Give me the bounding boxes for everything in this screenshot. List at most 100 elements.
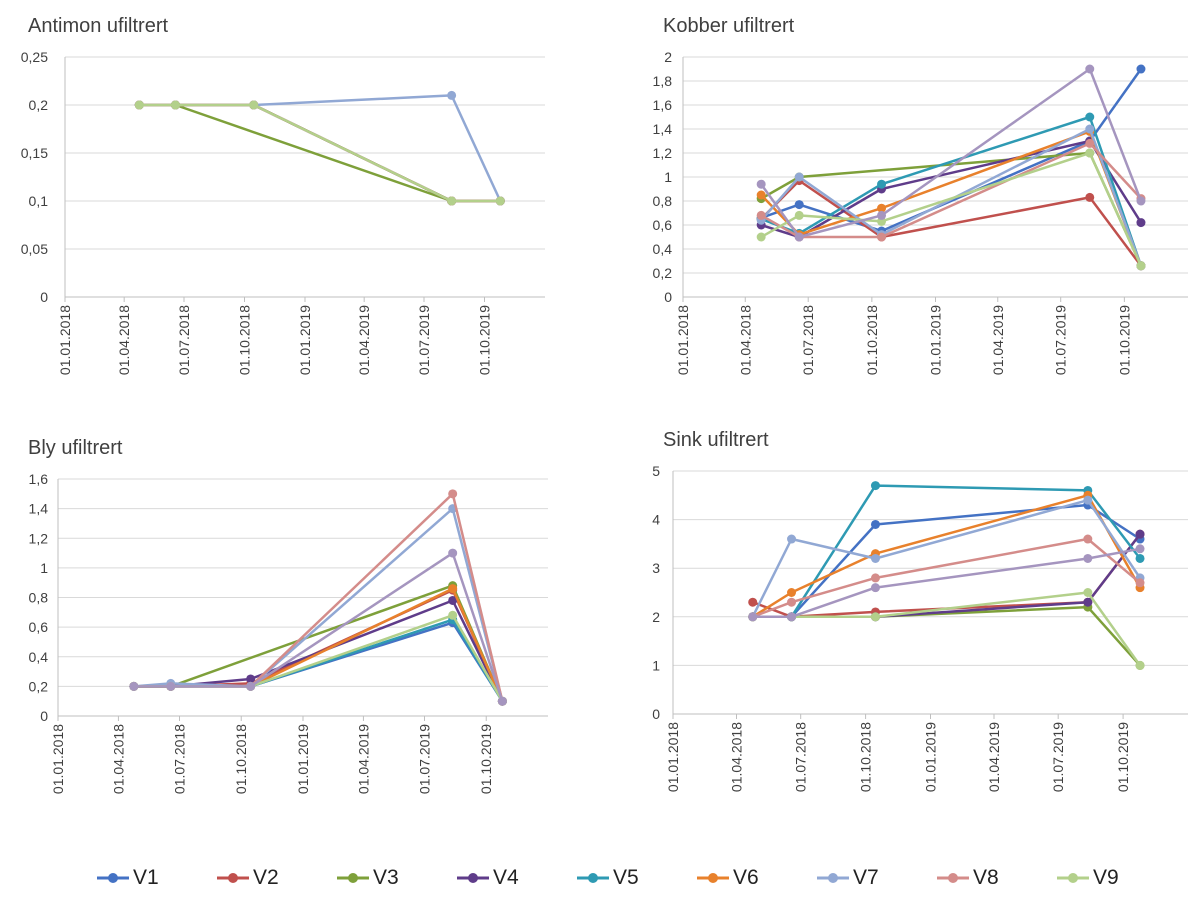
legend-item-v5: V5 [575, 858, 639, 898]
y-tick-label-3-6: 1,2 [29, 530, 49, 546]
legend-swatch-v2 [217, 873, 249, 883]
chart-title-1: Antimon ufiltrert [28, 15, 168, 37]
legend-swatch-v7 [817, 873, 849, 883]
data-point-2-v4-4 [1136, 218, 1146, 228]
data-point-2-extra-4 [1136, 196, 1146, 206]
x-tick-label-3-1: 01.04.2018 [110, 724, 126, 794]
data-point-2-v7-3 [1085, 124, 1095, 134]
series-line-3-v5 [133, 618, 504, 702]
data-point-3-v6-3 [448, 584, 458, 594]
x-tick-label-1-2: 01.07.2018 [176, 305, 192, 375]
data-point-2-v9-3 [1085, 148, 1095, 158]
y-tick-label-2-6: 1,2 [653, 145, 673, 161]
legend-label-v3: V3 [373, 866, 399, 889]
x-tick-label-4-6: 01.07.2019 [1050, 722, 1066, 792]
data-point-4-v8-1 [787, 597, 797, 607]
y-tick-label-4-4: 4 [652, 512, 660, 528]
legend-label-v2: V2 [253, 866, 279, 889]
legend-label-v8: V8 [973, 866, 999, 889]
data-point-3-extra-3 [448, 548, 458, 558]
series-line-4-v6 [752, 494, 1142, 618]
data-point-4-v9-3 [1083, 588, 1093, 597]
x-tick-label-3-6: 01.07.2019 [416, 724, 432, 794]
y-tick-label-3-8: 1,6 [29, 471, 49, 487]
data-point-4-v6-1 [787, 588, 797, 597]
data-point-2-v5-3 [1085, 112, 1095, 122]
y-tick-label-4-2: 2 [652, 609, 660, 625]
data-point-4-v8-2 [870, 573, 880, 583]
x-tick-label-2-2: 01.07.2018 [800, 305, 816, 375]
y-tick-label-1-0: 0 [40, 289, 48, 305]
y-tick-label-4-3: 3 [652, 560, 660, 576]
data-point-4-extra-1 [787, 612, 797, 622]
legend-swatch-v3 [337, 873, 369, 883]
x-tick-label-4-7: 01.10.2019 [1115, 722, 1131, 792]
data-point-3-extra-1 [166, 681, 176, 691]
x-tick-label-2-3: 01.10.2018 [864, 305, 880, 375]
y-tick-label-2-4: 0,8 [653, 193, 673, 209]
legend-swatch-v5 [577, 873, 609, 883]
series-line-3-v7 [133, 507, 504, 702]
y-tick-label-3-3: 0,6 [29, 619, 49, 635]
data-point-4-extra-0 [748, 612, 758, 622]
data-point-4-v5-2 [870, 481, 880, 491]
y-tick-label-2-1: 0,2 [653, 265, 673, 281]
data-point-2-v1-1 [794, 200, 804, 210]
y-tick-label-1-3: 0,15 [21, 145, 48, 161]
legend-item-v9: V9 [1055, 858, 1119, 898]
data-point-1-v7-3 [447, 90, 457, 100]
x-tick-label-4-0: 01.01.2018 [665, 722, 681, 792]
series-line-4-v2 [752, 533, 1141, 619]
legend-swatch-v1 [97, 873, 129, 883]
data-point-2-v2-3 [1085, 192, 1095, 202]
series-line-4-v1 [752, 503, 1141, 619]
series-line-4-v4 [752, 533, 1141, 619]
chart-title-3: Bly ufiltrert [28, 437, 123, 459]
data-point-4-extra-4 [1135, 544, 1145, 554]
y-tick-label-3-4: 0,8 [29, 590, 49, 606]
x-tick-label-4-5: 01.04.2019 [986, 722, 1002, 792]
x-tick-label-3-7: 01.10.2019 [478, 724, 494, 794]
data-point-4-v2-0 [748, 597, 758, 607]
x-tick-label-2-1: 01.04.2018 [737, 305, 753, 375]
x-tick-label-4-2: 01.07.2018 [793, 722, 809, 792]
data-point-2-v5-2 [877, 179, 887, 189]
data-point-2-v8-0 [756, 210, 766, 220]
y-tick-label-2-0: 0 [664, 289, 672, 305]
legend-label-v9: V9 [1093, 866, 1119, 889]
data-point-4-v7-3 [1083, 495, 1093, 505]
x-tick-label-2-5: 01.04.2019 [990, 305, 1006, 375]
y-tick-label-2-8: 1,6 [653, 97, 673, 113]
x-tick-label-3-4: 01.01.2019 [295, 724, 311, 794]
legend-item-v7: V7 [815, 858, 879, 898]
data-point-3-extra-0 [129, 681, 139, 691]
data-point-2-extra-2 [877, 210, 887, 220]
data-point-4-extra-2 [870, 583, 880, 593]
data-point-2-v6-0 [756, 190, 766, 200]
x-tick-label-2-6: 01.07.2019 [1053, 305, 1069, 375]
legend-item-v2: V2 [215, 858, 279, 898]
y-tick-label-1-1: 0,05 [21, 241, 48, 257]
legend: V1 V2 V3 V4 V5 V6 V7 V8 [0, 858, 1202, 898]
data-point-2-v9-1 [794, 210, 804, 220]
data-point-4-v4-4 [1135, 529, 1145, 539]
data-point-2-extra-1 [794, 232, 804, 242]
legend-label-v4: V4 [493, 866, 519, 889]
data-point-1-v9-1 [170, 100, 180, 110]
data-point-4-v8-3 [1083, 534, 1093, 544]
legend-item-v4: V4 [455, 858, 519, 898]
y-tick-label-3-5: 1 [40, 560, 48, 576]
data-point-2-extra-3 [1085, 64, 1095, 74]
y-tick-label-3-7: 1,4 [29, 501, 49, 517]
data-point-4-v7-1 [787, 534, 797, 544]
legend-item-v1: V1 [95, 858, 159, 898]
data-point-4-v4-3 [1083, 597, 1093, 607]
data-point-2-v6-2 [877, 203, 887, 213]
legend-item-v6: V6 [695, 858, 759, 898]
data-point-4-v9-2 [870, 612, 880, 622]
x-tick-label-2-4: 01.01.2019 [928, 305, 944, 375]
legend-label-v5: V5 [613, 866, 639, 889]
x-tick-label-1-0: 01.01.2018 [57, 305, 73, 375]
data-point-2-v9-0 [756, 232, 766, 242]
data-point-4-v8-4 [1135, 578, 1145, 588]
